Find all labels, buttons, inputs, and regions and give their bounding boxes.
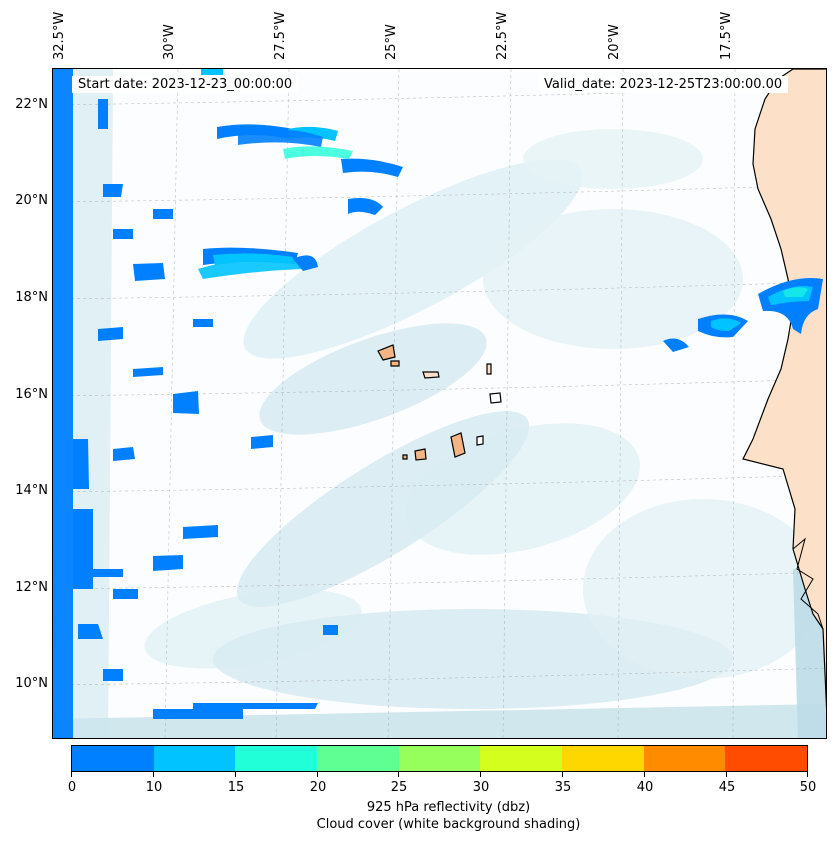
lon-label-17-5w: 17.5°W (719, 11, 734, 60)
colorbar-tick (71, 772, 72, 777)
reflectivity-contours (53, 69, 823, 738)
colorbar-tick-label: 20 (309, 780, 327, 795)
lat-label-14n: 14°N (15, 483, 48, 498)
colorbar-segment-1 (153, 746, 236, 771)
map-panel (52, 68, 827, 739)
colorbar-tick-label: 15 (227, 780, 245, 795)
cabo-verde-islands (377, 344, 502, 461)
valid-date-label: Valid_date: 2023-12-25T23:00:00.00 (538, 76, 789, 93)
colorbar-title: 925 hPa reflectivity (dbz) (366, 800, 531, 815)
colorbar-tick-label: 50 (799, 780, 817, 795)
lat-label-18n: 18°N (15, 290, 48, 305)
lon-label-20w: 20°W (607, 24, 622, 60)
lat-label-22n: 22°N (15, 97, 48, 112)
colorbar-segment-6 (562, 746, 644, 771)
colorbar-tick (317, 772, 318, 777)
colorbar-segment-5 (480, 746, 563, 771)
cloud-cover-shading (53, 69, 826, 738)
colorbar-segment-3 (317, 746, 399, 771)
colorbar-subtitle: Cloud cover (white background shading) (316, 817, 581, 832)
lat-label-16n: 16°N (15, 387, 48, 402)
colorbar-tick-label: 25 (390, 780, 408, 795)
reflectivity-colorbar (71, 745, 808, 772)
colorbar-tick-label: 10 (145, 780, 163, 795)
lon-label-25w: 25°W (384, 24, 399, 60)
coastline-detail (792, 537, 824, 630)
colorbar-segment-8 (725, 746, 808, 771)
colorbar-tick (153, 772, 154, 777)
colorbar-tick-label: 0 (67, 780, 77, 795)
lat-label-10n: 10°N (15, 676, 48, 691)
lon-label-22-5w: 22.5°W (495, 11, 510, 60)
colorbar-tick-label: 30 (472, 780, 490, 795)
colorbar-tick (235, 772, 236, 777)
colorbar-tick (726, 772, 727, 777)
lon-label-30w: 30°W (162, 24, 177, 60)
map-canvas (53, 69, 826, 738)
start-date-label: Start date: 2023-12-23_00:00:00 (72, 76, 299, 93)
lat-label-20n: 20°N (15, 193, 48, 208)
colorbar-segment-2 (235, 746, 318, 771)
colorbar-tick (398, 772, 399, 777)
colorbar-tick (480, 772, 481, 777)
colorbar-segment-7 (643, 746, 726, 771)
lon-label-27-5w: 27.5°W (273, 11, 288, 60)
colorbar-segment-0 (72, 746, 154, 771)
colorbar-tick (644, 772, 645, 777)
colorbar-tick-label: 45 (718, 780, 736, 795)
colorbar-tick (807, 772, 808, 777)
colorbar-segment-4 (398, 746, 481, 771)
colorbar-tick-label: 35 (554, 780, 572, 795)
lat-label-12n: 12°N (15, 580, 48, 595)
colorbar-tick-label: 40 (636, 780, 654, 795)
colorbar-tick (562, 772, 563, 777)
lon-label-32-5w: 32.5°W (52, 11, 67, 60)
